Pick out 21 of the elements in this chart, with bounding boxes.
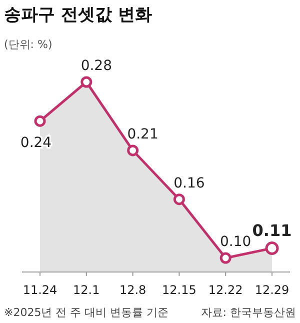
- data-label: 0.10: [220, 234, 252, 250]
- data-label: 0.16: [174, 175, 205, 192]
- annotation: ※2025년 전 주 대비 변동률 기준: [4, 306, 169, 319]
- point: [220, 252, 232, 264]
- point: [34, 115, 46, 127]
- data-label: 0.28: [80, 58, 112, 74]
- x-tick-label: 12.15: [162, 283, 196, 297]
- x-tick-label: 12.22: [208, 283, 243, 297]
- data-label: 0.24: [20, 135, 52, 152]
- x-tick-label: 12.1: [73, 283, 100, 297]
- annotation: 자료: 한국부동산원: [200, 306, 296, 319]
- x-tick-label: 11.24: [22, 283, 58, 297]
- x-tick-label: 12.8: [119, 283, 146, 297]
- point: [173, 194, 185, 206]
- data-label: 0.21: [127, 126, 158, 142]
- point: [127, 144, 139, 156]
- chart-subtitle: (단위: %): [4, 38, 52, 51]
- point: [80, 76, 92, 88]
- data-label: 0.11: [252, 221, 292, 240]
- x-tick-label: 12.29: [254, 283, 290, 297]
- chart-title: 송파구 전셋값 변화: [4, 5, 152, 25]
